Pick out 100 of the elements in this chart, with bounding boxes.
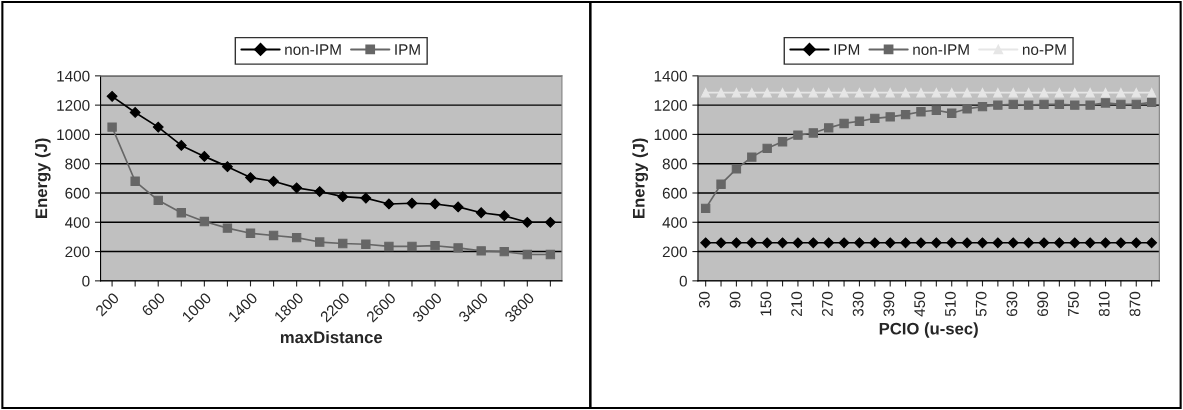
point: [747, 88, 757, 98]
point: [1085, 88, 1095, 98]
x-tick-label: 570: [975, 291, 987, 317]
point: [824, 88, 834, 98]
point: [793, 130, 803, 140]
point: [1008, 99, 1018, 110]
point: [715, 237, 727, 249]
point: [384, 241, 394, 252]
y-tick-label: 400: [662, 217, 687, 228]
point: [1115, 237, 1127, 249]
point: [406, 197, 418, 209]
x-tick-label: 390: [883, 291, 895, 317]
point: [1116, 99, 1126, 110]
y-tick-label: 1000: [654, 129, 687, 141]
point: [854, 237, 865, 249]
point: [839, 118, 849, 129]
point: [153, 195, 163, 205]
y-tick-label: 600: [662, 187, 687, 199]
y-tick-label: 800: [65, 158, 90, 170]
point: [884, 237, 896, 249]
x-axis-title: PCIO (u-sec): [879, 322, 978, 338]
point: [792, 237, 804, 249]
point: [1100, 88, 1111, 98]
point: [931, 105, 942, 115]
y-tick-label: 1400: [57, 70, 90, 82]
point: [522, 249, 533, 260]
point: [407, 241, 417, 252]
point: [716, 179, 726, 189]
legend-label: non-IPM: [913, 44, 969, 55]
point: [338, 238, 348, 249]
point: [808, 88, 818, 98]
x-tick-label: 810: [1098, 291, 1110, 317]
point: [453, 243, 463, 253]
point: [315, 237, 325, 247]
point: [152, 121, 164, 133]
point: [916, 88, 926, 98]
point: [129, 107, 141, 118]
point: [106, 90, 118, 102]
point: [1023, 100, 1034, 110]
x-tick-label: 270: [821, 291, 833, 316]
point: [291, 182, 303, 194]
point: [314, 186, 326, 197]
x-tick-label: 750: [1068, 291, 1079, 316]
point: [1130, 237, 1142, 249]
x-tick-label: 450: [914, 291, 926, 317]
point: [962, 88, 972, 98]
y-tick-label: 0: [82, 275, 90, 287]
point: [761, 237, 773, 249]
point: [1008, 88, 1018, 98]
point: [700, 237, 712, 249]
legend-label: non-IPM: [285, 44, 341, 55]
point: [291, 232, 302, 243]
point: [947, 108, 957, 118]
y-axis-title: Energy (J): [632, 138, 649, 218]
point: [1146, 237, 1158, 249]
x-tick-label: 150: [760, 291, 772, 316]
point: [838, 237, 850, 249]
point: [747, 152, 757, 162]
point: [823, 237, 835, 249]
point: [900, 88, 911, 98]
point: [854, 88, 865, 98]
y-tick-label: 200: [65, 246, 90, 258]
point: [360, 192, 372, 204]
point: [475, 207, 487, 219]
point: [930, 237, 942, 249]
point: [1023, 237, 1035, 249]
point: [870, 88, 880, 98]
point: [1084, 237, 1096, 249]
point: [808, 128, 818, 138]
y-tick-label: 600: [65, 187, 90, 199]
point: [885, 88, 895, 98]
y-tick-label: 1000: [57, 129, 90, 141]
x-tick-label: 90: [729, 291, 741, 308]
legend-label: no-PM: [1022, 44, 1066, 55]
point: [452, 201, 464, 213]
x-tick-label: 30: [698, 291, 710, 308]
point: [498, 210, 510, 222]
point: [1039, 88, 1049, 98]
point: [361, 239, 371, 249]
point: [1100, 237, 1111, 249]
point: [730, 237, 742, 249]
point: [993, 100, 1003, 110]
point: [1038, 237, 1050, 249]
point: [1131, 99, 1141, 110]
point: [245, 172, 256, 184]
point: [854, 116, 865, 126]
point: [931, 88, 942, 98]
point: [992, 237, 1004, 249]
x-axis-title: maxDistance: [280, 330, 383, 344]
point: [900, 109, 911, 120]
point: [731, 164, 742, 174]
point: [977, 101, 988, 112]
x-tick-label: 600: [141, 291, 166, 317]
point: [762, 88, 772, 98]
point: [176, 208, 186, 218]
point: [476, 246, 486, 256]
point: [1146, 97, 1157, 107]
point: [337, 191, 349, 203]
point: [222, 223, 233, 233]
point: [947, 88, 957, 98]
